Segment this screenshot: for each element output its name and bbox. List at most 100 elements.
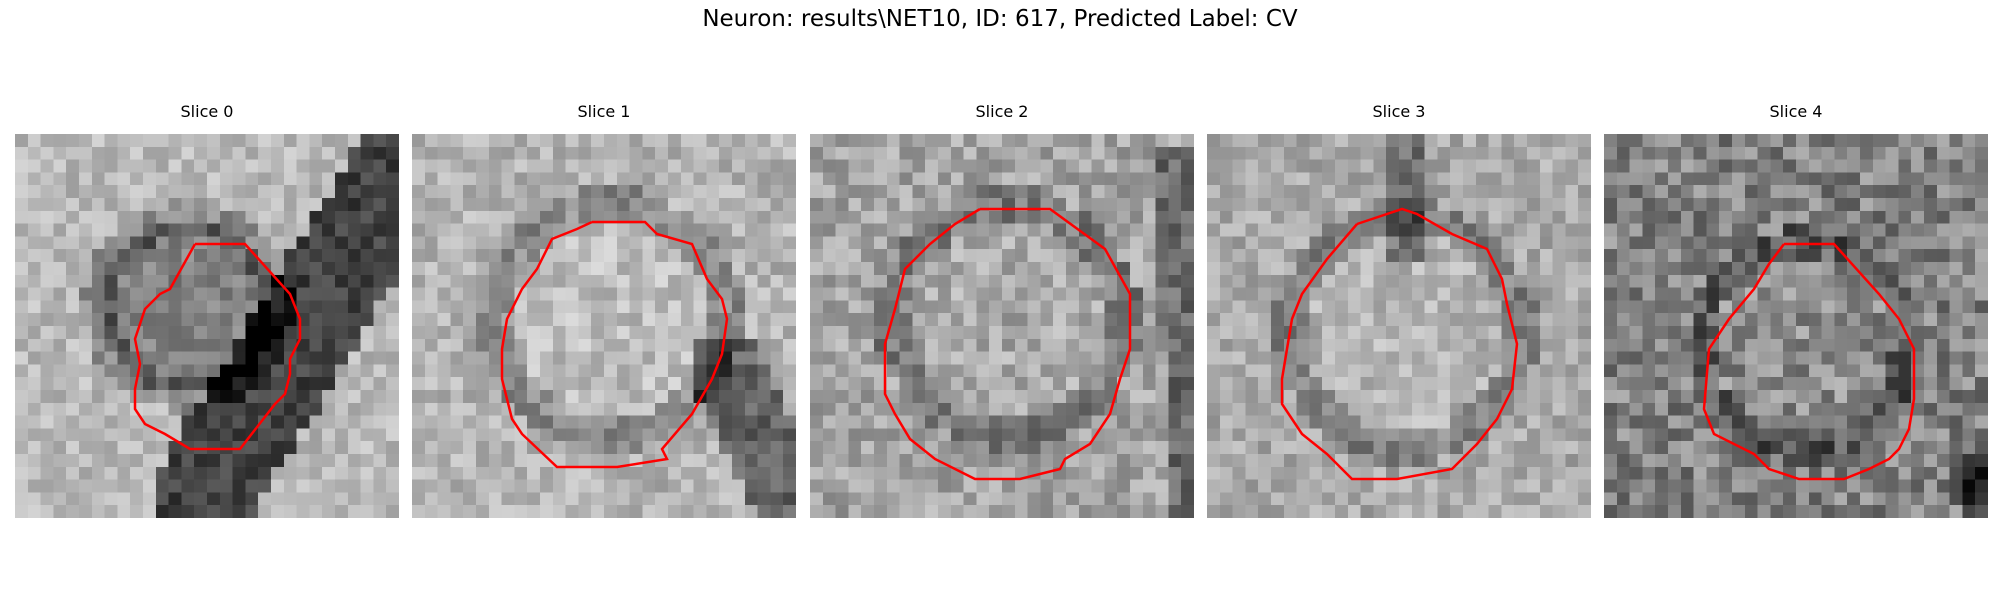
- pixel: [1616, 313, 1631, 327]
- pixel: [770, 185, 784, 199]
- pixel: [1872, 313, 1887, 327]
- pixel: [309, 364, 323, 378]
- pixel: [1949, 146, 1963, 161]
- pixel: [258, 223, 272, 237]
- pixel: [1475, 134, 1490, 148]
- pixel: [91, 313, 106, 327]
- pixel: [874, 210, 888, 225]
- pixel: [40, 338, 54, 353]
- pixel: [989, 300, 1003, 314]
- pixel: [1219, 236, 1234, 250]
- pixel: [578, 236, 592, 250]
- pixel: [1066, 338, 1080, 353]
- pixel: [1296, 313, 1310, 327]
- pixel: [1655, 210, 1669, 225]
- pixel: [1616, 249, 1631, 263]
- pixel: [1604, 351, 1618, 365]
- pixel: [1770, 300, 1784, 314]
- pixel: [1475, 210, 1490, 225]
- pixel: [437, 300, 451, 314]
- pixel: [1578, 364, 1591, 378]
- pixel: [1424, 274, 1438, 289]
- pixel: [1962, 236, 1976, 250]
- pixel: [1565, 415, 1579, 429]
- pixel: [219, 300, 234, 314]
- pixel: [15, 505, 29, 518]
- pixel: [874, 313, 888, 327]
- pixel: [104, 466, 118, 481]
- pixel: [655, 415, 669, 429]
- pixel: [155, 479, 170, 493]
- pixel: [373, 172, 387, 186]
- pixel: [1168, 351, 1182, 365]
- pixel: [309, 479, 323, 493]
- pixel: [1296, 185, 1310, 199]
- pixel: [552, 326, 567, 340]
- pixel: [232, 287, 246, 301]
- pixel: [591, 338, 605, 353]
- pixel: [1872, 505, 1887, 518]
- pixel: [1732, 159, 1746, 173]
- pixel: [1399, 364, 1413, 378]
- pixel: [232, 415, 246, 429]
- pixel: [861, 287, 875, 301]
- pixel: [1014, 492, 1029, 506]
- pixel: [296, 479, 310, 493]
- pixel: [488, 377, 503, 391]
- pixel: [335, 479, 349, 493]
- pixel: [155, 441, 170, 455]
- pixel: [296, 454, 310, 468]
- pixel: [309, 262, 323, 276]
- pixel: [181, 223, 195, 237]
- pixel: [1719, 134, 1733, 148]
- pixel: [1604, 505, 1618, 518]
- pixel: [450, 274, 464, 289]
- pixel: [848, 377, 862, 391]
- pixel: [1296, 415, 1310, 429]
- pixel: [1053, 441, 1067, 455]
- pixel: [130, 210, 144, 225]
- pixel: [1655, 313, 1669, 327]
- pixel: [437, 287, 451, 301]
- pixel: [450, 390, 464, 404]
- pixel: [1027, 415, 1041, 429]
- pixel: [232, 159, 246, 173]
- pixel: [296, 249, 310, 263]
- pixel: [1706, 492, 1720, 506]
- pixel: [1053, 185, 1067, 199]
- pixel: [296, 172, 310, 186]
- pixel: [322, 492, 336, 506]
- pixel: [989, 313, 1003, 327]
- pixel: [1578, 159, 1591, 173]
- pixel: [616, 415, 631, 429]
- pixel: [258, 262, 272, 276]
- pixel: [450, 326, 464, 340]
- pixel: [912, 351, 926, 365]
- pixel: [1962, 146, 1976, 161]
- pixel: [1514, 326, 1528, 340]
- pixel: [861, 172, 875, 186]
- pixel: [1322, 428, 1336, 442]
- pixel: [1796, 377, 1810, 391]
- pixel: [783, 249, 796, 263]
- pixel: [412, 313, 426, 327]
- pixel: [616, 479, 631, 493]
- pixel: [1936, 454, 1951, 468]
- pixel: [976, 326, 990, 340]
- pixel: [1424, 198, 1438, 212]
- pixel: [770, 479, 784, 493]
- pixel: [527, 185, 541, 199]
- pixel: [1744, 300, 1759, 314]
- pixel: [1014, 377, 1029, 391]
- pixel: [527, 492, 541, 506]
- pixel: [309, 300, 323, 314]
- pixel: [40, 185, 54, 199]
- pixel: [1168, 172, 1182, 186]
- pixel: [693, 159, 707, 173]
- pixel: [1066, 249, 1080, 263]
- pixel: [488, 198, 503, 212]
- pixel: [655, 159, 669, 173]
- pixel: [1399, 134, 1413, 148]
- pixel: [950, 262, 965, 276]
- pixel: [501, 287, 515, 301]
